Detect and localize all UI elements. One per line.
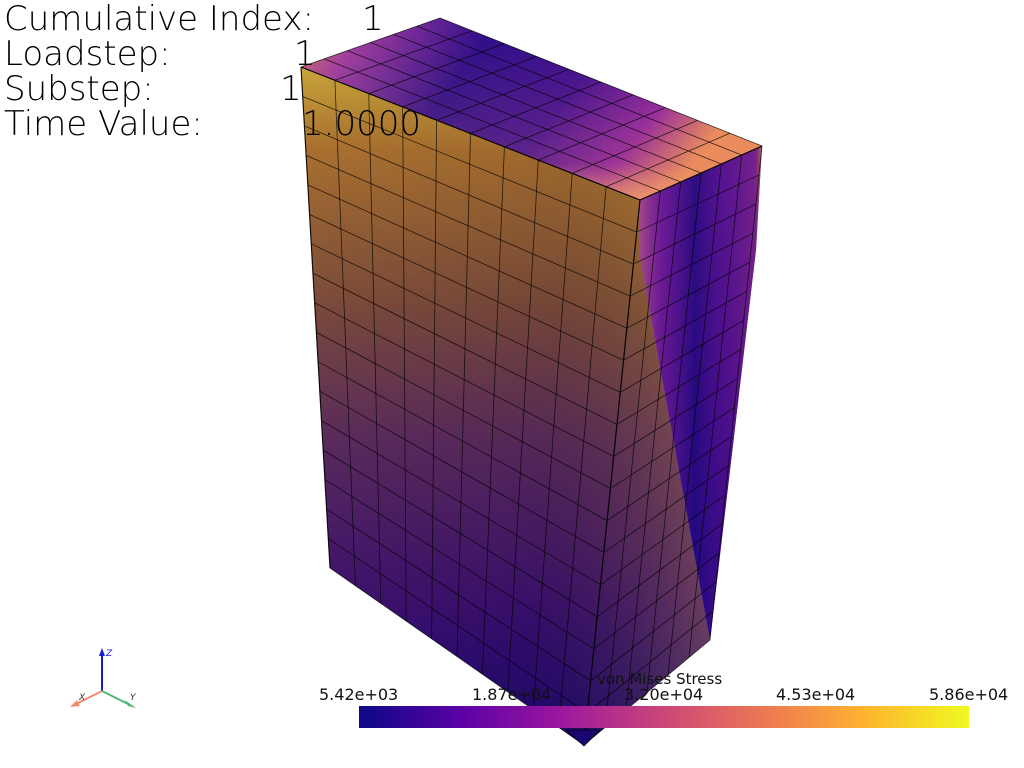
substep-value: 1 xyxy=(280,69,302,109)
mesh-edge-line xyxy=(623,290,747,361)
y-axis-line xyxy=(101,690,129,705)
mesh-edge-line xyxy=(368,93,382,604)
colorbar-title: von Mises Stress xyxy=(597,670,723,688)
mesh-edge-line xyxy=(482,146,505,675)
mesh-edge-line xyxy=(347,50,681,183)
mesh-right-face-overlay xyxy=(640,146,762,640)
mesh-edge-line xyxy=(507,160,539,692)
mesh-edge-line xyxy=(300,66,331,569)
mesh-edge-line xyxy=(639,145,763,201)
cumulative-index-value: 1 xyxy=(362,0,384,39)
substep-label: Substep: xyxy=(4,69,154,109)
x-axis-arrowhead xyxy=(70,700,80,707)
mesh-edge-line xyxy=(416,25,742,156)
mesh-edge-line xyxy=(625,181,682,711)
x-axis-label: X xyxy=(78,693,86,703)
mesh-edge-line xyxy=(636,174,760,233)
mesh-edge-line xyxy=(620,320,744,393)
mesh-grid-lines xyxy=(300,17,763,746)
mesh-edge-line xyxy=(309,213,624,361)
mesh-edge-line xyxy=(317,361,608,521)
mesh-edge-line xyxy=(604,190,661,728)
colorbar-tick-label: 3.20e+04 xyxy=(624,685,704,704)
y-axis-arrowhead xyxy=(125,700,136,708)
mesh-edge-line xyxy=(324,58,661,192)
mesh-edge-line xyxy=(606,436,732,521)
mesh-edge-line xyxy=(393,33,722,165)
colorbar-tick-label: 5.86e+04 xyxy=(929,685,1009,704)
mesh-edge-line xyxy=(688,154,743,658)
mesh-edge-line xyxy=(593,552,720,650)
mesh-bottom-corner xyxy=(565,729,601,747)
x-axis-line xyxy=(75,690,103,705)
mesh-edge-line xyxy=(633,203,757,265)
mesh-edge-line xyxy=(304,125,634,265)
mesh-edge-line xyxy=(334,80,356,586)
mesh-edge-line xyxy=(626,261,750,329)
mesh-edge-line xyxy=(300,66,641,201)
mesh-edge-line xyxy=(558,186,607,728)
mesh-edge-line xyxy=(583,199,641,746)
mesh-edge-line xyxy=(439,17,763,147)
time-value-value: 1.0000 xyxy=(302,104,421,144)
colorbar xyxy=(359,706,969,728)
mesh-edge-line xyxy=(600,494,726,586)
mesh-edge-line xyxy=(456,133,471,657)
mesh-edge-line xyxy=(370,42,702,174)
mesh-edge-line xyxy=(629,232,754,297)
mesh-edge-line xyxy=(328,538,588,714)
mesh-edge-line xyxy=(321,420,601,586)
mesh-edge-line xyxy=(590,581,717,682)
loadstep-value: 1 xyxy=(294,34,316,74)
axes-orientation-widget: Z X Y xyxy=(70,648,137,708)
y-axis-label: Y xyxy=(130,693,137,703)
loadstep-label: Loadstep: xyxy=(4,34,171,74)
mesh-edge-line xyxy=(616,349,741,425)
mesh-edge-line xyxy=(302,96,637,233)
time-value-label: Time Value: xyxy=(4,104,203,144)
z-axis-label: Z xyxy=(105,649,113,659)
mesh-edge-line xyxy=(587,610,714,714)
mesh-edge-line xyxy=(319,390,604,553)
mesh-edge-line xyxy=(326,508,591,682)
mesh-edge-line xyxy=(610,407,735,489)
mesh-edge-line xyxy=(316,331,611,489)
colorbar-tick-label: 1.87e+04 xyxy=(472,685,552,704)
colorbar-tick-label: 5.42e+03 xyxy=(319,685,399,704)
mesh-edge-line xyxy=(709,145,763,641)
mesh-edge-line xyxy=(311,243,621,393)
mesh-edge-line xyxy=(322,449,598,618)
mesh-edge-line xyxy=(307,184,627,329)
mesh-edge-line xyxy=(596,523,723,618)
mesh-edge-line xyxy=(532,173,573,710)
z-axis-arrowhead xyxy=(99,648,105,656)
mesh-edge-line xyxy=(646,172,702,693)
mesh-edge-line xyxy=(402,106,407,622)
mesh-edge-line xyxy=(613,378,738,457)
colorbar-tick-label: 4.53e+04 xyxy=(776,685,856,704)
mesh-edge-line xyxy=(603,465,729,553)
mesh-edge-line xyxy=(305,155,631,297)
mesh-edge-line xyxy=(314,302,614,457)
cumulative-index-label: Cumulative Index: xyxy=(4,0,314,39)
mesh-edge-line xyxy=(431,120,437,639)
mesh-edge-line xyxy=(312,272,618,425)
mesh-edge-line xyxy=(667,163,722,676)
mesh-edge-line xyxy=(324,479,595,650)
